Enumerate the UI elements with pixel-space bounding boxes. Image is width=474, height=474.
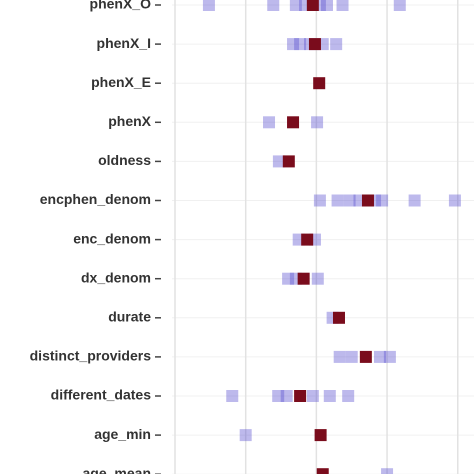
point [376, 194, 389, 207]
y-tick-label: different_dates [51, 387, 152, 403]
point [381, 468, 394, 474]
point [313, 194, 326, 207]
point [202, 0, 215, 11]
point [333, 350, 346, 363]
point [239, 429, 252, 442]
point [280, 390, 293, 402]
mean-point [287, 116, 300, 129]
point [282, 272, 295, 285]
point [294, 38, 307, 51]
mean-point [301, 233, 314, 246]
mean-point [308, 38, 321, 51]
point [287, 38, 300, 51]
y-tick-label: encphen_denom [40, 191, 151, 207]
mean-point [294, 390, 307, 402]
mean-point [359, 350, 372, 363]
point [272, 390, 285, 402]
mean-point [316, 468, 329, 474]
point [306, 390, 319, 402]
point [267, 0, 280, 11]
point [311, 272, 324, 285]
point [313, 0, 326, 11]
point [272, 155, 285, 168]
point [383, 350, 396, 363]
point [342, 390, 355, 402]
y-tick-label: oldness [98, 152, 151, 168]
mean-point [332, 311, 345, 324]
mean-point [314, 429, 327, 442]
mean-point [282, 155, 295, 168]
point [330, 38, 343, 51]
y-tick-label: phenX_E [91, 74, 151, 90]
y-tick-label: age_min [94, 426, 151, 442]
point [408, 194, 421, 207]
point [299, 0, 312, 11]
mean-point [313, 77, 326, 90]
point [311, 116, 324, 129]
point [320, 0, 333, 11]
mean-point [361, 194, 374, 207]
y-tick-label: enc_denom [73, 230, 151, 246]
point [373, 350, 386, 363]
point [336, 0, 349, 11]
mean-point [297, 272, 310, 285]
point [323, 390, 336, 402]
y-tick-label: age_mean [83, 465, 151, 474]
y-tick-label: phenX [108, 113, 151, 129]
point [331, 194, 344, 207]
point [345, 350, 358, 363]
y-tick-label: durate [108, 309, 151, 325]
point [448, 194, 461, 207]
y-tick-label: distinct_providers [30, 348, 152, 364]
y-tick-label: phenX_O [90, 0, 152, 12]
point [226, 390, 239, 402]
point [343, 194, 356, 207]
y-tick-label: phenX_I [97, 35, 151, 51]
point [393, 0, 406, 11]
point [263, 116, 276, 129]
y-tick-label: dx_denom [81, 269, 151, 285]
mean-point [306, 0, 319, 11]
point [289, 0, 302, 11]
